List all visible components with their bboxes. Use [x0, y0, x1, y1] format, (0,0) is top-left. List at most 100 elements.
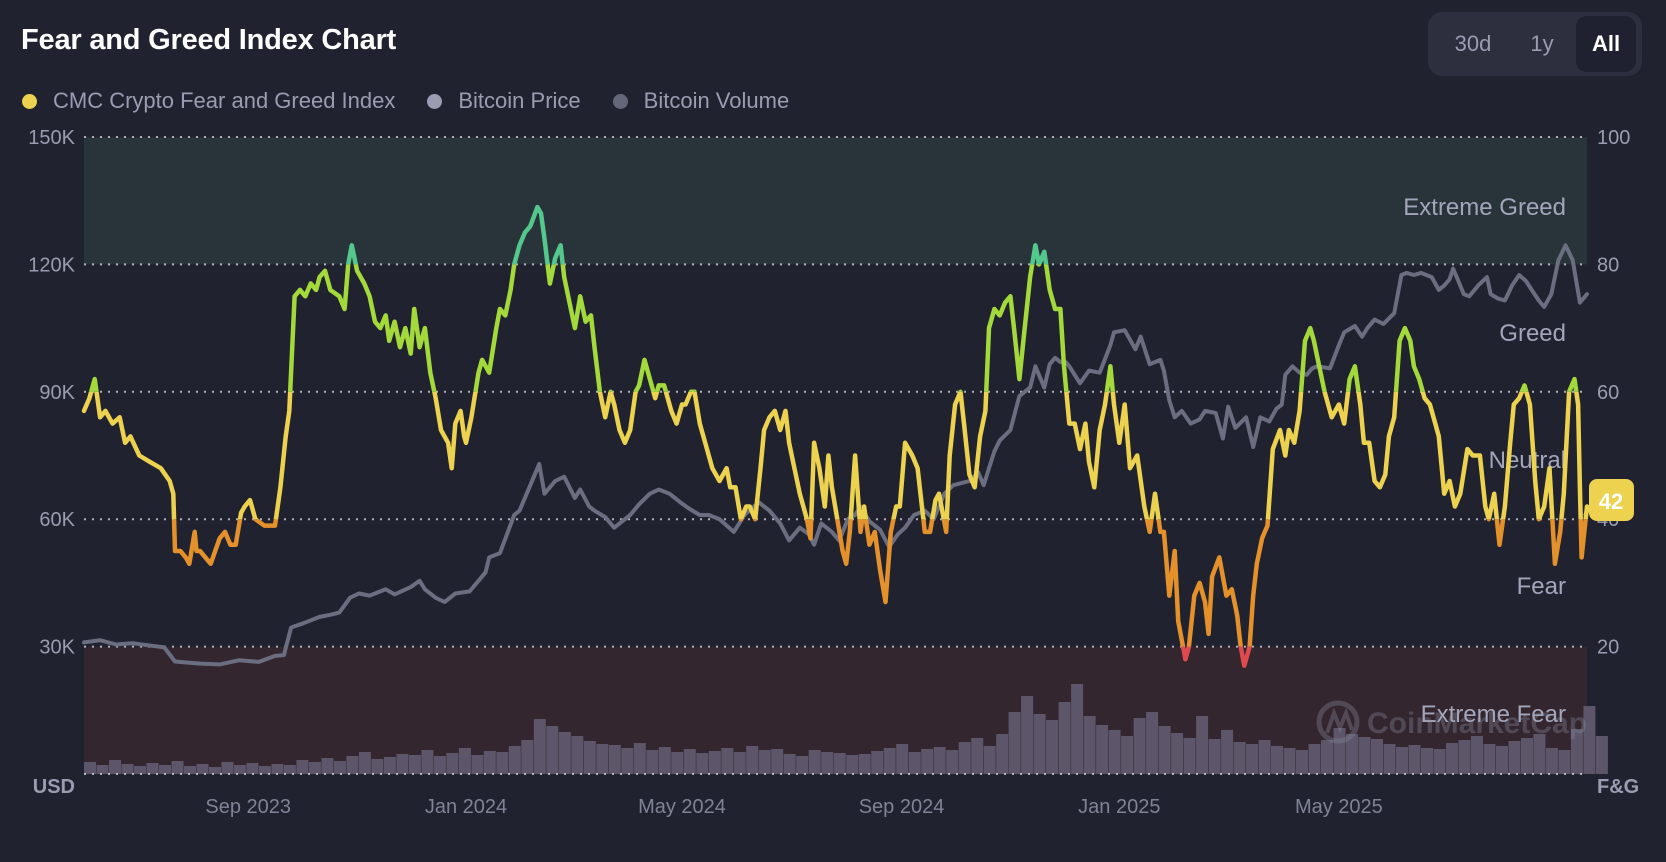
volume-bar [1570, 729, 1583, 774]
zone-bands [84, 137, 1587, 774]
volume-bar [1146, 712, 1159, 774]
volume-bars [84, 684, 1608, 774]
volume-bar [683, 749, 696, 774]
volume-bar [371, 759, 384, 774]
page-title: Fear and Greed Index Chart [21, 24, 397, 56]
volume-bar [708, 751, 721, 774]
range-button-30d[interactable]: 30d [1454, 31, 1492, 56]
volume-bar [1558, 750, 1571, 774]
zone-band-extreme-greed [84, 137, 1587, 265]
volume-bar [1246, 744, 1259, 774]
legend-label: Bitcoin Price [458, 88, 581, 113]
legend-item-bitcoin-volume[interactable]: Bitcoin Volume [611, 88, 789, 114]
volume-bar [1108, 730, 1121, 774]
volume-bar [1283, 748, 1296, 774]
current-value-badge: 42 [1583, 479, 1634, 521]
bitcoin-price-series [82, 243, 1589, 667]
volume-bar [209, 767, 221, 774]
volume-bar [883, 748, 896, 774]
zone-label-neutral: Neutral [1489, 447, 1566, 474]
volume-bar [921, 749, 934, 774]
volume-bar [96, 765, 109, 774]
zone-label-extreme-fear: Extreme Fear [1421, 701, 1566, 728]
volume-bar [296, 760, 309, 774]
volume-bar [1545, 748, 1558, 774]
volume-bar [1521, 738, 1533, 774]
volume-bar [871, 751, 884, 774]
volume-bar [271, 764, 284, 774]
volume-bar [1421, 748, 1433, 774]
coinmarketcap-logo-icon [1316, 700, 1360, 744]
volume-bar [308, 762, 321, 774]
volume-bar [408, 755, 421, 774]
volume-bar [1183, 738, 1196, 774]
volume-bar [1133, 718, 1146, 774]
volume-bar [1008, 712, 1021, 774]
volume-bar [1321, 740, 1333, 774]
legend-label: CMC Crypto Fear and Greed Index [53, 88, 396, 113]
x-tick-label: Jan 2024 [425, 796, 507, 818]
volume-bar [946, 750, 959, 774]
volume-bar [146, 763, 159, 774]
volume-bar [446, 753, 459, 774]
legend-dot-bitcoin-price-icon [427, 93, 443, 109]
volume-bar [159, 765, 171, 774]
x-tick-label: Jan 2025 [1078, 796, 1160, 818]
volume-bar [608, 745, 621, 774]
volume-bar [1595, 736, 1608, 774]
volume-bar [533, 719, 546, 774]
volume-bar [358, 752, 371, 774]
volume-bar [996, 734, 1009, 774]
volume-bar [1021, 696, 1034, 774]
range-button-all[interactable]: All [1576, 16, 1636, 72]
volume-bar [1058, 702, 1071, 774]
volume-bar [571, 736, 584, 774]
volume-bar [746, 746, 759, 774]
y-right-unit-label: F&G [1597, 776, 1639, 798]
legend-item-fear-greed[interactable]: CMC Crypto Fear and Greed Index [20, 88, 395, 114]
volume-bar [221, 762, 234, 774]
legend-item-bitcoin-price[interactable]: Bitcoin Price [425, 88, 581, 114]
volume-bar [1446, 743, 1458, 774]
volume-bar [1083, 716, 1096, 774]
volume-bar [258, 766, 271, 774]
y-right-tick-label: 60 [1597, 382, 1619, 404]
volume-bar [1071, 684, 1084, 774]
volume-bar [558, 732, 571, 774]
volume-bar [1471, 736, 1483, 774]
volume-bar [1346, 734, 1358, 774]
volume-bar [1358, 737, 1371, 774]
volume-bar [596, 744, 609, 774]
volume-bar [433, 756, 446, 774]
volume-bar [1158, 726, 1171, 774]
y-left-unit-label: USD [33, 776, 75, 798]
volume-bar [171, 761, 184, 774]
y-left-tick-label: 90K [39, 382, 75, 404]
volume-bar [1046, 720, 1059, 774]
time-range-selector: 30d 1y All [1428, 12, 1642, 76]
volume-bar [658, 747, 671, 774]
volume-bar [696, 753, 709, 774]
zone-label-fear: Fear [1517, 573, 1566, 600]
y-left-tick-label: 60K [39, 509, 75, 531]
fear-greed-line-neutral [81, 391, 1590, 520]
volume-bar [546, 726, 559, 774]
volume-bar [1196, 716, 1209, 774]
x-tick-label: May 2024 [638, 796, 726, 818]
volume-bar [1333, 728, 1346, 774]
fear-greed-series [81, 204, 1590, 668]
volume-bar [783, 754, 796, 774]
y-left-tick-label: 30K [39, 637, 75, 659]
range-button-1y[interactable]: 1y [1530, 31, 1554, 56]
volume-bar [671, 752, 684, 774]
volume-bar [508, 746, 521, 774]
volume-bar [1308, 744, 1321, 774]
volume-bar [621, 748, 634, 774]
volume-bar [134, 766, 146, 774]
volume-bar [471, 755, 484, 774]
volume-bar [796, 756, 809, 774]
fear-greed-line-greed [88, 264, 1579, 392]
volume-bar [983, 746, 996, 774]
